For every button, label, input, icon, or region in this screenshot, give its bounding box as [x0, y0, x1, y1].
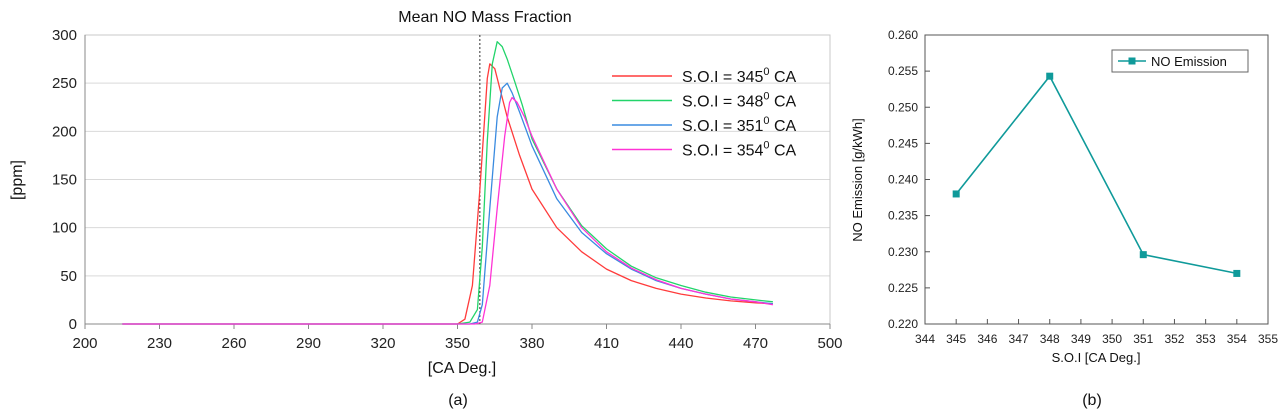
chart-b-x-tick-label: 350	[1102, 332, 1122, 346]
chart-b-y-tick-label: 0.230	[888, 245, 918, 259]
chart-a-legend-label: S.O.I = 3480 CA	[682, 91, 797, 111]
chart-b-legend-label: NO Emission	[1151, 54, 1227, 69]
chart-b-x-tick-label: 351	[1133, 332, 1153, 346]
chart-b-legend-box: NO Emission	[1111, 49, 1249, 73]
data-point-345	[952, 190, 960, 198]
chart-b-x-tick-label: 344	[915, 332, 935, 346]
chart-b-caption: (b)	[1082, 392, 1102, 409]
chart-a-legend-label: S.O.I = 3510 CA	[682, 115, 797, 135]
chart-a-y-tick-label: 100	[52, 220, 77, 237]
chart-a-x-tick-label: 260	[221, 335, 246, 352]
chart-a-title: Mean NO Mass Fraction	[398, 9, 571, 26]
legend-name: S.O.I = 351	[682, 118, 763, 135]
chart-b-y-tick-label: 0.240	[888, 173, 918, 187]
chart-a: Mean NO Mass Fraction 200 230 260 290 320 350…	[9, 9, 843, 409]
chart-b-x-tick-label: 347	[1009, 332, 1029, 346]
chart-a-x-tick-label: 470	[743, 335, 768, 352]
legend-unit: CA	[770, 69, 797, 86]
series-line-soi-345	[122, 63, 773, 325]
chart-a-y-tick-label: 300	[52, 27, 77, 44]
chart-a-caption: (a)	[448, 392, 468, 409]
chart-b-x-tick-label: 348	[1040, 332, 1060, 346]
chart-b-y-tick-label: 0.260	[888, 28, 918, 42]
chart-a-y-tick-label: 0	[69, 316, 77, 333]
legend-superscript: 0	[763, 115, 769, 127]
chart-b-series	[952, 72, 1241, 277]
chart-a-y-tick-label: 200	[52, 123, 77, 140]
chart-a-x-tick-label: 320	[370, 335, 395, 352]
chart-b-x-tick-label: 354	[1227, 332, 1247, 346]
chart-b-x-tick-label: 349	[1071, 332, 1091, 346]
chart-a-y-tick-label: 250	[52, 75, 77, 92]
chart-a-legend-item: S.O.I = 3480 CA	[612, 91, 797, 111]
chart-b-y-tick-label: 0.220	[888, 317, 918, 331]
chart-a-y-tick-label: 150	[52, 172, 77, 189]
chart-b-y-label: NO Emission [g/kWh]	[850, 118, 865, 242]
chart-b-x-tick-label: 345	[946, 332, 966, 346]
chart-a-x-tick-label: 380	[519, 335, 544, 352]
chart-a-x-tick-label: 290	[296, 335, 321, 352]
series-line-soi-354	[122, 96, 774, 325]
chart-b-x-label: S.O.I [CA Deg.]	[1052, 350, 1141, 365]
chart-b-x-tick-label: 346	[977, 332, 997, 346]
chart-a-x-tick-label: 500	[817, 335, 842, 352]
chart-b-x-ticks: 344 345 346 347 348 349 350 351 352 353 354 355	[915, 319, 1278, 346]
data-point-351	[1139, 251, 1147, 259]
legend-unit: CA	[770, 143, 797, 160]
legend-superscript: 0	[763, 66, 769, 78]
chart-a-x-tick-label: 440	[668, 335, 693, 352]
chart-a-legend: S.O.I = 3450 CAS.O.I = 3480 CAS.O.I = 35…	[612, 66, 797, 160]
chart-b-y-tick-label: 0.245	[888, 136, 918, 150]
chart-b: 344 345 346 347 348 349 350 351 352 353 354 355 0.2…	[850, 28, 1278, 409]
legend-name: S.O.I = 345	[682, 69, 763, 86]
chart-a-x-tick-label: 230	[147, 335, 172, 352]
chart-b-y-tick-label: 0.250	[888, 100, 918, 114]
chart-b-plot-frame	[924, 34, 1269, 325]
legend-name: S.O.I = 348	[682, 94, 763, 111]
chart-b-x-tick-label: 353	[1196, 332, 1216, 346]
chart-a-legend-label: S.O.I = 3450 CA	[682, 66, 797, 86]
chart-a-x-ticks: 200 230 260 290 320 350 380 410 440 470 500	[72, 324, 843, 352]
chart-a-y-tick-label: 50	[60, 268, 77, 285]
legend-superscript: 0	[763, 91, 769, 103]
chart-b-y-tick-label: 0.235	[888, 209, 918, 223]
chart-b-legend-frame	[1111, 49, 1249, 73]
chart-a-x-tick-label: 200	[72, 335, 97, 352]
chart-a-legend-item: S.O.I = 3510 CA	[612, 115, 797, 135]
series-line-soi-351	[122, 82, 773, 325]
legend-unit: CA	[770, 94, 797, 111]
legend-unit: CA	[770, 118, 797, 135]
chart-a-x-tick-label: 410	[594, 335, 619, 352]
chart-a-legend-item: S.O.I = 3540 CA	[612, 140, 797, 160]
chart-a-y-ticks: 0 50 100 150 200 250 300	[52, 27, 77, 333]
chart-b-y-tick-label: 0.225	[888, 281, 918, 295]
chart-a-x-tick-label: 350	[445, 335, 470, 352]
chart-b-x-tick-label: 352	[1164, 332, 1184, 346]
chart-b-x-tick-label: 355	[1258, 332, 1278, 346]
chart-b-legend: NO Emission	[1111, 49, 1249, 73]
chart-a-legend-item: S.O.I = 3450 CA	[612, 66, 797, 86]
data-point-348	[1046, 72, 1054, 80]
data-point-354	[1233, 269, 1241, 277]
chart-b-y-ticks: 0.220 0.225 0.230 0.235 0.240 0.245 0.250 0.255…	[888, 28, 930, 331]
series-line-no-emission	[955, 74, 1237, 275]
chart-b-legend-marker	[1128, 57, 1136, 65]
series-line-soi-348	[122, 41, 773, 325]
chart-a-legend-label: S.O.I = 3540 CA	[682, 140, 797, 160]
legend-name: S.O.I = 354	[682, 143, 763, 160]
chart-a-series	[122, 41, 774, 325]
chart-a-x-label: [CA Deg.]	[428, 360, 496, 377]
chart-a-y-label: [ppm]	[9, 160, 26, 200]
chart-b-y-tick-label: 0.255	[888, 64, 918, 78]
legend-superscript: 0	[763, 140, 769, 152]
